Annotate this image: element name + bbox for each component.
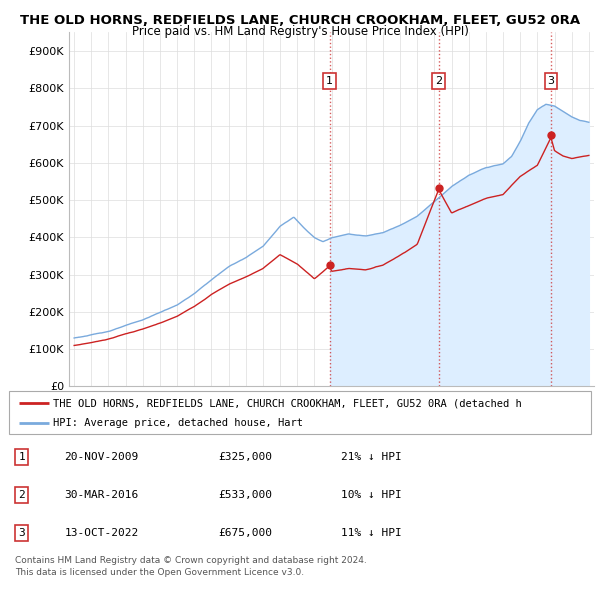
Text: 2: 2	[19, 490, 25, 500]
Text: Price paid vs. HM Land Registry's House Price Index (HPI): Price paid vs. HM Land Registry's House …	[131, 25, 469, 38]
Text: 21% ↓ HPI: 21% ↓ HPI	[341, 453, 401, 463]
Text: £675,000: £675,000	[218, 528, 272, 538]
FancyBboxPatch shape	[9, 391, 591, 434]
Text: 10% ↓ HPI: 10% ↓ HPI	[341, 490, 401, 500]
Text: THE OLD HORNS, REDFIELDS LANE, CHURCH CROOKHAM, FLEET, GU52 0RA: THE OLD HORNS, REDFIELDS LANE, CHURCH CR…	[20, 14, 580, 27]
Text: 3: 3	[547, 76, 554, 86]
Text: 30-MAR-2016: 30-MAR-2016	[64, 490, 139, 500]
Text: 11% ↓ HPI: 11% ↓ HPI	[341, 528, 401, 538]
Text: 20-NOV-2009: 20-NOV-2009	[64, 453, 139, 463]
Text: This data is licensed under the Open Government Licence v3.0.: This data is licensed under the Open Gov…	[15, 568, 304, 576]
Text: 2: 2	[435, 76, 442, 86]
Text: £533,000: £533,000	[218, 490, 272, 500]
Text: 1: 1	[19, 453, 25, 463]
Text: THE OLD HORNS, REDFIELDS LANE, CHURCH CROOKHAM, FLEET, GU52 0RA (detached h: THE OLD HORNS, REDFIELDS LANE, CHURCH CR…	[53, 398, 521, 408]
Text: 1: 1	[326, 76, 333, 86]
Text: HPI: Average price, detached house, Hart: HPI: Average price, detached house, Hart	[53, 418, 302, 428]
Text: £325,000: £325,000	[218, 453, 272, 463]
Text: Contains HM Land Registry data © Crown copyright and database right 2024.: Contains HM Land Registry data © Crown c…	[15, 556, 367, 565]
Text: 13-OCT-2022: 13-OCT-2022	[64, 528, 139, 538]
Text: 3: 3	[19, 528, 25, 538]
